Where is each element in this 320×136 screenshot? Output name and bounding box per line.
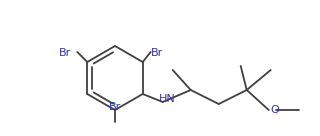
Text: HN: HN xyxy=(159,94,175,104)
Text: Br: Br xyxy=(151,48,163,58)
Text: Br: Br xyxy=(109,102,121,112)
Text: O: O xyxy=(271,105,279,115)
Text: Br: Br xyxy=(59,48,72,58)
